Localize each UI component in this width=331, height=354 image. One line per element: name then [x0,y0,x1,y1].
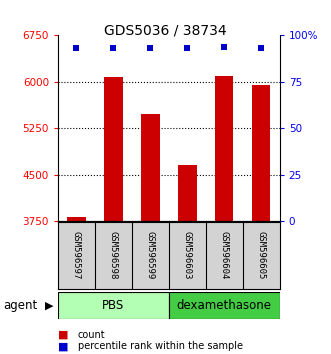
Text: ■: ■ [58,330,69,339]
Text: GSM596597: GSM596597 [72,231,81,279]
Text: percentile rank within the sample: percentile rank within the sample [78,341,243,351]
Bar [67,217,86,221]
Text: ■: ■ [58,341,69,351]
Text: GSM596605: GSM596605 [257,231,266,279]
Text: GSM596604: GSM596604 [220,231,229,279]
Text: dexamethasone: dexamethasone [177,299,272,312]
Text: count: count [78,330,105,339]
Text: agent: agent [3,299,37,312]
Bar [252,85,270,221]
Bar [169,292,280,319]
Bar [215,76,233,221]
Text: PBS: PBS [102,299,124,312]
Bar [58,292,169,319]
Text: GSM596599: GSM596599 [146,231,155,279]
Bar [141,114,160,221]
Text: GSM596598: GSM596598 [109,231,118,279]
Bar [104,77,122,221]
Text: GSM596603: GSM596603 [183,231,192,279]
Text: ▶: ▶ [45,300,53,310]
Bar [178,166,197,221]
Text: GDS5036 / 38734: GDS5036 / 38734 [104,23,227,37]
